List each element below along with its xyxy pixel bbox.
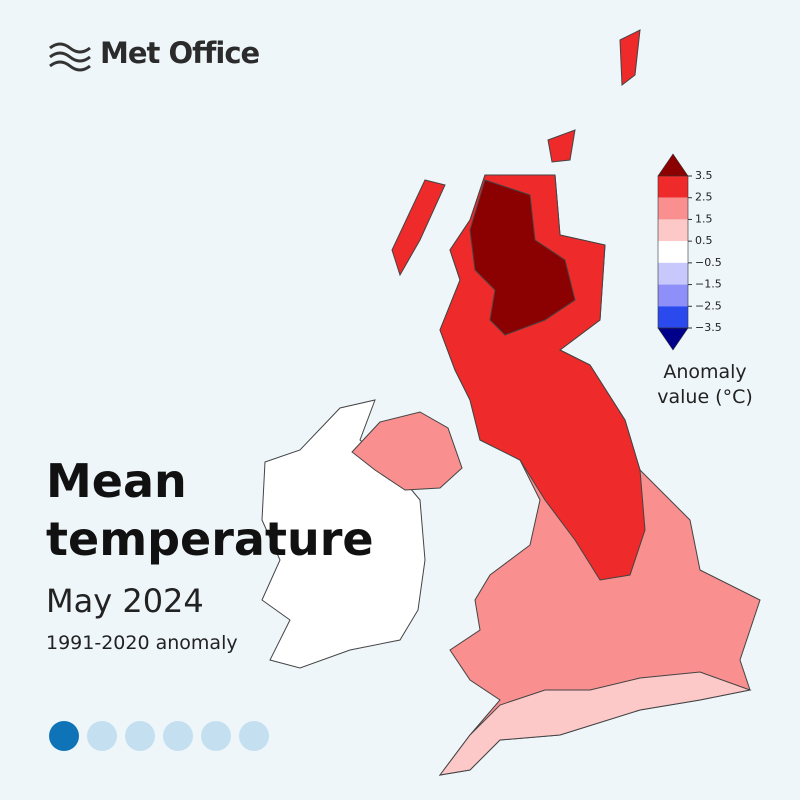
page-dot[interactable] [87,721,117,751]
legend-title: Anomaly value (°C) [657,361,753,408]
colorbar-extend-low [657,327,689,351]
hebrides [391,179,446,277]
colorbar-tick-label: 2.5 [695,191,713,204]
subtitle: May 2024 [46,582,204,620]
colorbar-tick-label: 1.5 [695,212,713,225]
northern-ireland [351,411,463,491]
colorbar-bin [658,197,688,220]
title: Mean temperature [46,454,374,566]
colorbar-extend-high [657,153,689,177]
page-dot[interactable] [125,721,155,751]
colorbar: 3.5 2.5 1.5 0.5 −0.5 −1.5 −2.5 −3.5 [657,153,722,351]
land [261,29,761,776]
colorbar-tick-label: 3.5 [695,169,713,182]
brand: Met Office [100,36,260,70]
colorbar-bin [658,284,688,307]
orkney [547,129,576,163]
page-dot[interactable] [239,721,269,751]
page-dot[interactable] [163,721,193,751]
colorbar-bin [658,262,688,285]
colorbar-tick-label: −1.5 [695,278,722,291]
colorbar-bin [658,176,688,198]
page-dot[interactable] [49,721,79,751]
colorbar-bin [658,306,688,328]
colorbar-frame [657,175,689,329]
hot-highlands [469,179,576,336]
colorbar-tick-label: −2.5 [695,299,722,312]
colorbar-bin [658,241,688,263]
logo-icon [49,42,91,72]
cool-south [438,671,752,776]
colorbar-bin [658,219,688,242]
colorbar-tick-label: −0.5 [695,256,722,269]
baseline: 1991-2020 anomaly [46,632,238,654]
page-dot[interactable] [201,721,231,751]
colorbar-tick-label: 0.5 [695,234,713,247]
shetland [619,29,641,86]
colorbar-tick-label: −3.5 [695,321,722,334]
